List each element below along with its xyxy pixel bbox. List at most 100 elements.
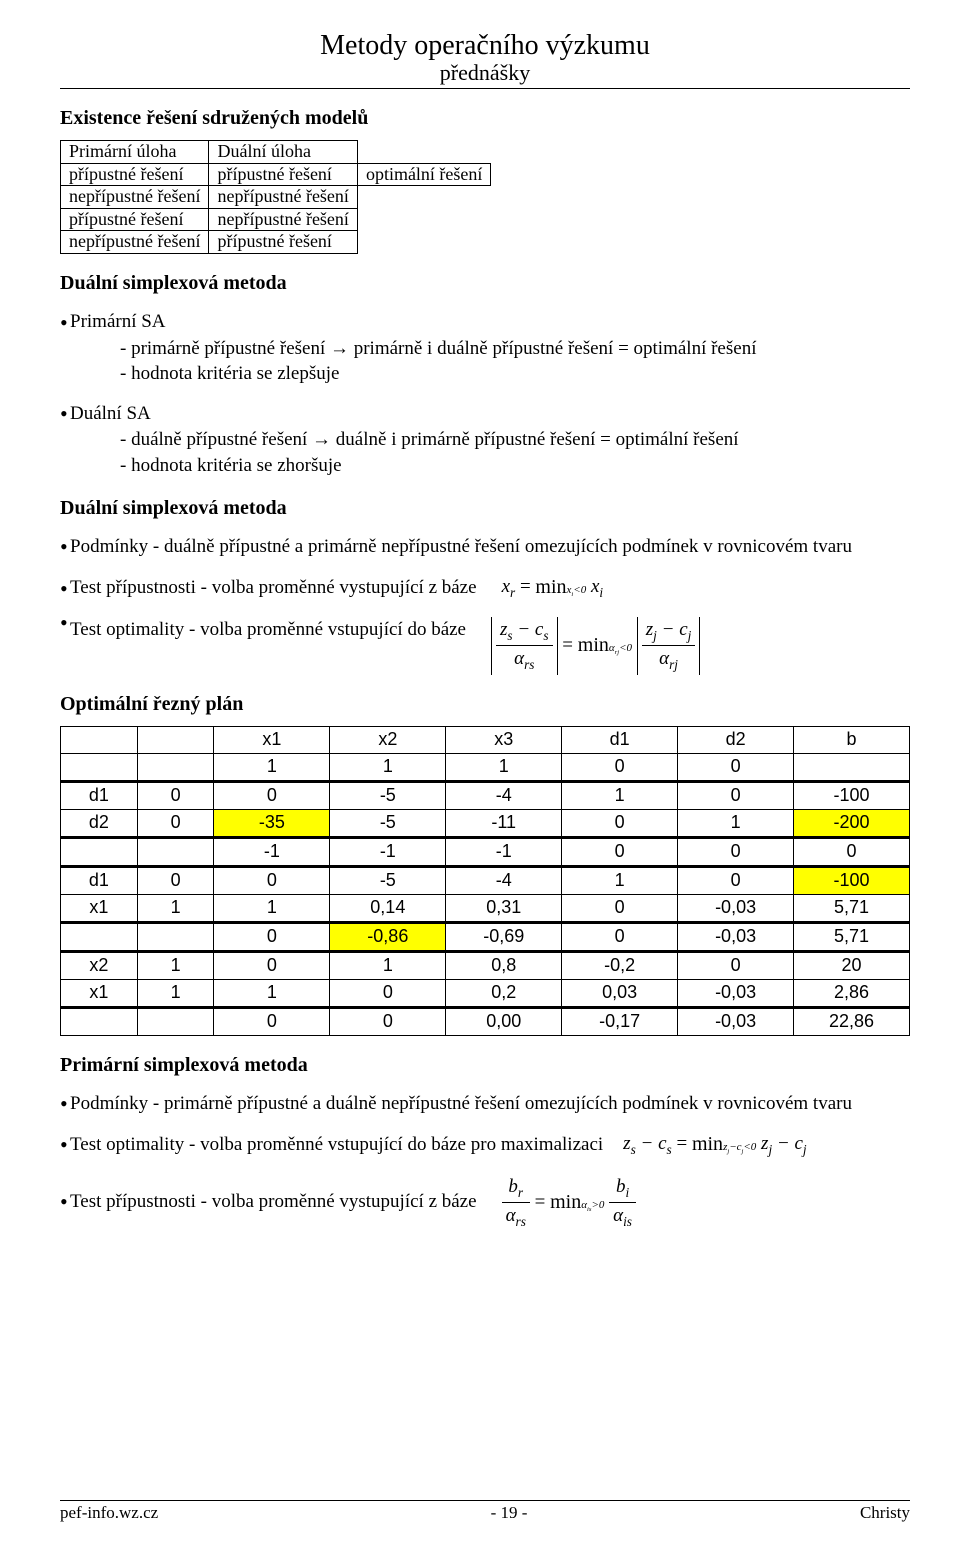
- table-header-cell: d2: [678, 726, 794, 753]
- cond2-text: Podmínky - primárně přípustné a duálně n…: [70, 1093, 852, 1114]
- footer-right: Christy: [860, 1503, 910, 1523]
- page: Metody operačního výzkumu přednášky Exis…: [0, 0, 960, 1543]
- math-zs-min: zs − cs = minzj−cj<0 zj − cj: [623, 1131, 806, 1159]
- t1-r4c2: přípustné řešení: [209, 231, 357, 254]
- doc-title: Metody operačního výzkumu: [60, 30, 910, 62]
- table-cell: x2: [61, 951, 138, 979]
- table-cell: -4: [446, 781, 562, 809]
- table-cell: 22,86: [794, 1007, 910, 1035]
- bullet-prim-sa: Primární SA: [60, 309, 910, 336]
- table-header-cell: b: [794, 726, 910, 753]
- footer: pef-info.wz.cz - 19 - Christy: [60, 1500, 910, 1523]
- table-cell: 0: [562, 837, 678, 866]
- table-cell: 0: [214, 951, 330, 979]
- table-cell: d2: [61, 809, 138, 837]
- bullet-icon: [60, 541, 70, 553]
- table-cell: 1: [330, 753, 446, 781]
- table-cell: [61, 837, 138, 866]
- bullet-icon: [60, 408, 70, 420]
- table-cell: 0: [794, 837, 910, 866]
- t1-r2c2: nepřípustné řešení: [209, 186, 357, 209]
- bullet-test4: Test přípustnosti - volba proměnné vystu…: [60, 1174, 910, 1232]
- table-header-cell: [137, 726, 214, 753]
- table-cell: 0: [214, 922, 330, 951]
- table-cell: -5: [330, 866, 446, 894]
- table-cell: -1: [214, 837, 330, 866]
- bullet-icon: [60, 1098, 70, 1110]
- table-cell: 0,14: [330, 894, 446, 922]
- t1-r1c3: optimální řešení: [357, 163, 490, 186]
- table-cell: [137, 922, 214, 951]
- t1-h1: Primární úloha: [61, 141, 209, 164]
- math-zs-cs: zs − cs αrs = minαrj<0 zj − cj αrj: [491, 617, 700, 675]
- table-cell: 0: [678, 866, 794, 894]
- table-cell: -0,2: [562, 951, 678, 979]
- heading-dual-method: Duální simplexová metoda: [60, 272, 910, 295]
- table-cell: -1: [446, 837, 562, 866]
- bullet-icon: [60, 617, 70, 629]
- table-cell: -100: [794, 866, 910, 894]
- table-cell: -35: [214, 809, 330, 837]
- t1-r4c1: nepřípustné řešení: [61, 231, 209, 254]
- dual-sa-title: Duální SA: [70, 403, 151, 424]
- t1-r3c2: nepřípustné řešení: [209, 208, 357, 231]
- table-cell: 2,86: [794, 979, 910, 1007]
- bullet-icon: [60, 583, 70, 595]
- table-cell: d1: [61, 866, 138, 894]
- table-cell: -0,86: [330, 922, 446, 951]
- table-cell: 1: [137, 951, 214, 979]
- bullet-test1: Test přípustnosti - volba proměnné vystu…: [60, 574, 910, 602]
- t1-r1c1: přípustné řešení: [61, 163, 209, 186]
- bullet-test2: Test optimality - volba proměnné vstupuj…: [60, 617, 910, 675]
- dual-sa-l2: - hodnota kritéria se zhoršuje: [120, 453, 910, 479]
- table-cell: 0: [678, 781, 794, 809]
- table-cell: 1: [562, 781, 678, 809]
- table-cell: 0,03: [562, 979, 678, 1007]
- table-header-cell: x3: [446, 726, 562, 753]
- table-cell: [61, 1007, 138, 1035]
- bullet-cond1: Podmínky - duálně přípustné a primárně n…: [60, 534, 910, 561]
- table-cell: -0,03: [678, 894, 794, 922]
- prim-sa-l2: - hodnota kritéria se zlepšuje: [120, 361, 910, 387]
- dual-sa-l1: - duálně přípustné řešení → duálně i pri…: [120, 427, 910, 453]
- table-cell: 1: [214, 894, 330, 922]
- t1-r1c2: přípustné řešení: [209, 163, 357, 186]
- table-cell: 1: [214, 753, 330, 781]
- header-rule: [60, 88, 910, 89]
- table-cell: 0,8: [446, 951, 562, 979]
- table-cell: x1: [61, 979, 138, 1007]
- t1-h2: Duální úloha: [209, 141, 357, 164]
- prim-sa-title: Primární SA: [70, 311, 166, 332]
- bullet-dual-sa: Duální SA: [60, 401, 910, 428]
- table-header-cell: d1: [562, 726, 678, 753]
- table-cell: 5,71: [794, 922, 910, 951]
- test3-text: Test optimality - volba proměnné vstupuj…: [70, 1132, 603, 1159]
- test2-text: Test optimality - volba proměnné vstupuj…: [70, 617, 466, 644]
- test1-text: Test přípustnosti - volba proměnné vystu…: [70, 575, 477, 602]
- cond1-text: Podmínky - duálně přípustné a primárně n…: [70, 536, 852, 557]
- bullet-icon: [60, 1139, 70, 1151]
- bullet-cond2: Podmínky - primárně přípustné a duálně n…: [60, 1091, 910, 1118]
- doc-subtitle: přednášky: [60, 60, 910, 86]
- table-cell: [137, 753, 214, 781]
- table-cell: 0: [137, 809, 214, 837]
- table-cell: 20: [794, 951, 910, 979]
- table-cell: -4: [446, 866, 562, 894]
- table-cell: 1: [330, 951, 446, 979]
- table-cell: [61, 753, 138, 781]
- table-header-cell: x1: [214, 726, 330, 753]
- table-cell: -1: [330, 837, 446, 866]
- table-cell: 0: [137, 781, 214, 809]
- table-cell: 1: [137, 894, 214, 922]
- prim-sa-l1: - primárně přípustné řešení → primárně i…: [120, 336, 910, 362]
- bullet-test3: Test optimality - volba proměnné vstupuj…: [60, 1131, 910, 1159]
- t1-r3c1: přípustné řešení: [61, 208, 209, 231]
- table-cell: 0: [330, 1007, 446, 1035]
- table-cell: -5: [330, 781, 446, 809]
- math-xr-min: xr = minxi<0 xi: [502, 574, 604, 602]
- table-cell: -200: [794, 809, 910, 837]
- table-cell: 0: [678, 753, 794, 781]
- table-cell: 1: [446, 753, 562, 781]
- table-cell: 5,71: [794, 894, 910, 922]
- heading-dual-method-2: Duální simplexová metoda: [60, 497, 910, 520]
